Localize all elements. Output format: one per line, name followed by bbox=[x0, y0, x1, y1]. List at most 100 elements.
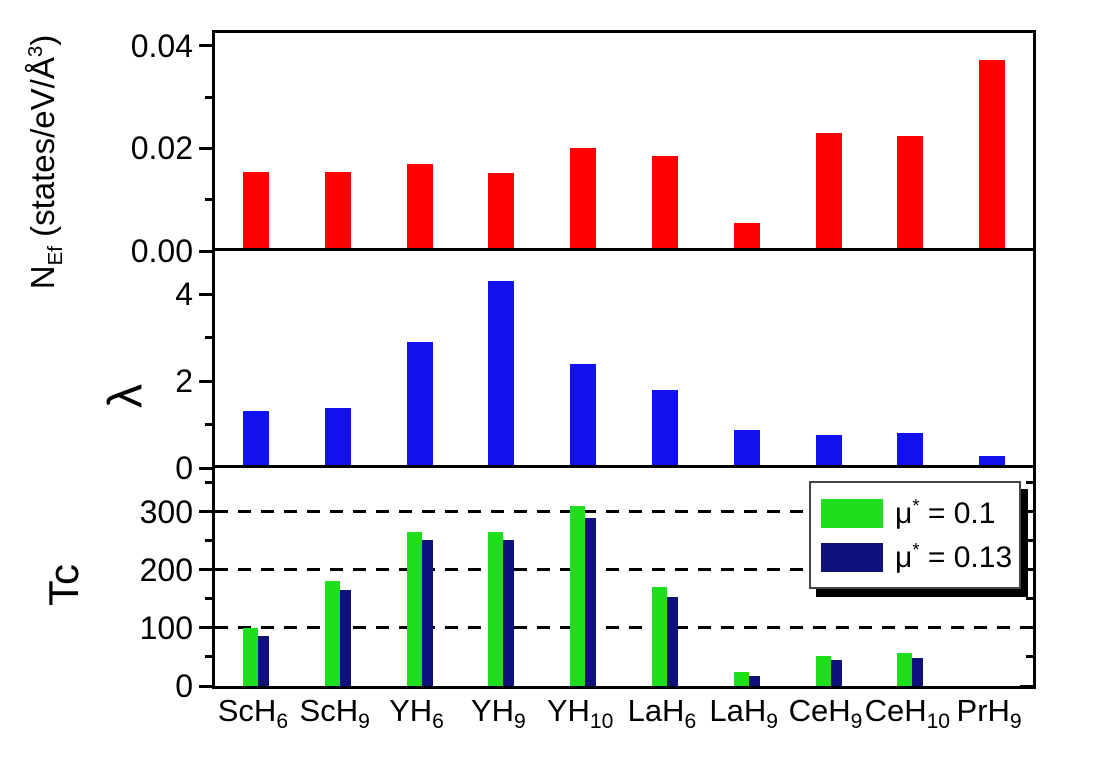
tc-bar-CeH9-series1 bbox=[830, 660, 842, 686]
nef-bar-YH6 bbox=[406, 163, 433, 251]
tc-ytick-200 bbox=[199, 568, 212, 572]
lambda-yticklabel-2: 2 bbox=[175, 363, 193, 400]
nef-bar-YH10 bbox=[570, 148, 597, 251]
mu-symbol: μ bbox=[895, 497, 913, 530]
nef-axis-label-symbol: N bbox=[24, 265, 62, 290]
nef-ytick-minor-0.03 bbox=[205, 95, 212, 99]
legend-item-mu-0-1: μ* = 0.1 bbox=[821, 491, 1009, 535]
tc-bar-ScH6-series1 bbox=[257, 636, 269, 686]
nef-ytick-0.00 bbox=[199, 249, 212, 253]
nef-ytick-minor-0.01 bbox=[205, 198, 212, 202]
tc-gridline-100 bbox=[215, 626, 1033, 630]
x-axis-labels: ScH6 ScH9 YH6 YH9 YH10 LaH6 LaH9 CeH9 CeH10 PrH9 bbox=[0, 693, 1100, 753]
tc-bar-CeH10-series1 bbox=[912, 658, 924, 686]
lambda-ytick-2 bbox=[199, 379, 212, 383]
tc-bar-CeH10-series0 bbox=[897, 653, 913, 686]
tc-ytick-300 bbox=[199, 510, 212, 514]
legend-swatch-green bbox=[821, 498, 883, 528]
tc-ytick-minor-50 bbox=[205, 655, 212, 659]
nef-bar-ScH9 bbox=[324, 171, 351, 251]
x-label-PrH9: PrH9 bbox=[956, 693, 1022, 734]
nef-bar-ScH6 bbox=[242, 171, 269, 251]
x-label-YH9: YH9 bbox=[470, 693, 526, 734]
panel-divider-2 bbox=[215, 465, 1033, 468]
nef-bar-YH9 bbox=[488, 173, 515, 251]
panel-lambda: 0 2 4 bbox=[175, 251, 1033, 485]
panel-divider-1 bbox=[215, 248, 1033, 251]
legend-label-mu-0-1: μ* = 0.1 bbox=[895, 495, 995, 531]
x-label-CeH9: CeH9 bbox=[788, 693, 863, 734]
tc-yticklabel-100: 100 bbox=[139, 609, 193, 646]
legend-value-0-1: = 0.1 bbox=[919, 497, 996, 530]
x-label-YH6: YH6 bbox=[389, 693, 444, 734]
tc-bar-ScH9-series0 bbox=[324, 581, 340, 686]
lambda-bar-LaH6 bbox=[651, 389, 678, 468]
tc-yticklabel-300: 300 bbox=[139, 493, 193, 530]
nef-yticklabel-0.02: 0.02 bbox=[130, 130, 193, 167]
nef-axis-label-unit-close: ) bbox=[24, 34, 62, 46]
nef-bar-CeH10 bbox=[897, 135, 924, 251]
lambda-ytick-4 bbox=[199, 292, 212, 296]
x-label-LaH9: LaH9 bbox=[709, 693, 778, 734]
tc-yticklabel-200: 200 bbox=[139, 551, 193, 588]
tc-ytick-100 bbox=[199, 626, 212, 630]
lambda-bar-PrH9 bbox=[979, 456, 1006, 468]
tc-ytick-minor-right-50 bbox=[1026, 655, 1033, 659]
tc-ytick-right-100 bbox=[1020, 626, 1033, 630]
tc-bar-ScH9-series1 bbox=[339, 589, 351, 686]
lambda-bar-LaH9 bbox=[733, 429, 760, 468]
tc-bar-YH10-series1 bbox=[585, 518, 597, 686]
nef-ytick-0.02 bbox=[199, 146, 212, 150]
tc-bar-LaH6-series1 bbox=[666, 597, 678, 686]
tc-bar-LaH6-series0 bbox=[651, 587, 667, 686]
x-label-ScH6: ScH6 bbox=[217, 693, 289, 734]
mu-symbol: μ bbox=[895, 541, 913, 574]
tc-axis-label: Tc bbox=[40, 564, 87, 606]
nef-axis-label: NEf (states/eV/Å3) bbox=[24, 35, 68, 289]
lambda-bar-ScH6 bbox=[242, 410, 269, 468]
nef-bar-LaH9 bbox=[733, 222, 760, 251]
tc-ytick-minor-250 bbox=[205, 539, 212, 543]
tc-bar-CeH9-series0 bbox=[815, 656, 831, 686]
tc-ytick-right-300 bbox=[1020, 510, 1033, 514]
tc-bar-YH9-series0 bbox=[488, 531, 504, 686]
tc-bar-YH9-series1 bbox=[503, 539, 515, 686]
lambda-axis-label: λ bbox=[99, 384, 153, 408]
tc-bar-LaH9-series1 bbox=[748, 675, 760, 686]
x-label-LaH6: LaH6 bbox=[627, 693, 697, 734]
legend-swatch-navy bbox=[821, 542, 883, 572]
panel-tc: μ* = 0.1 μ* = 0.13 0 100 200 300 bbox=[140, 468, 1033, 703]
x-label-CeH10: CeH10 bbox=[864, 693, 951, 734]
lambda-bar-CeH10 bbox=[897, 433, 924, 468]
x-label-YH10: YH10 bbox=[546, 693, 614, 734]
tc-gridline-200 bbox=[215, 568, 1033, 572]
tc-bar-ScH6-series0 bbox=[242, 627, 258, 686]
lambda-bar-YH6 bbox=[406, 342, 433, 468]
lambda-ytick-0 bbox=[199, 466, 212, 470]
nef-bar-CeH9 bbox=[815, 133, 842, 251]
nef-bar-LaH6 bbox=[651, 156, 678, 251]
tc-ytick-minor-right-150 bbox=[1026, 597, 1033, 601]
x-label-ScH9: ScH9 bbox=[299, 693, 370, 734]
lambda-yticklabel-4: 4 bbox=[175, 276, 193, 313]
lambda-ytick-minor-1 bbox=[205, 423, 212, 427]
lambda-bar-YH9 bbox=[488, 281, 515, 468]
tc-ytick-minor-right-350 bbox=[1026, 481, 1033, 485]
nef-ytick-0.04 bbox=[199, 44, 212, 48]
tc-ytick-right-200 bbox=[1020, 568, 1033, 572]
nef-bar-PrH9 bbox=[979, 59, 1006, 251]
nef-yticklabel-0.04: 0.04 bbox=[130, 27, 193, 64]
panel-nef: 0.00 0.02 0.04 bbox=[131, 29, 1033, 268]
lambda-bar-CeH9 bbox=[815, 434, 842, 468]
tc-ytick-0 bbox=[199, 684, 212, 688]
lambda-bar-ScH9 bbox=[324, 408, 351, 468]
nef-axis-label-unit: (states/eV/Å bbox=[24, 57, 62, 247]
nef-axis-label-subscript: Ef bbox=[43, 246, 67, 266]
lambda-yticklabel-0: 0 bbox=[175, 450, 193, 486]
tc-ytick-minor-150 bbox=[205, 597, 212, 601]
tc-yticklabel-0: 0 bbox=[175, 668, 193, 704]
tc-bar-YH10-series0 bbox=[570, 505, 586, 686]
tc-bar-YH6-series0 bbox=[406, 531, 422, 686]
